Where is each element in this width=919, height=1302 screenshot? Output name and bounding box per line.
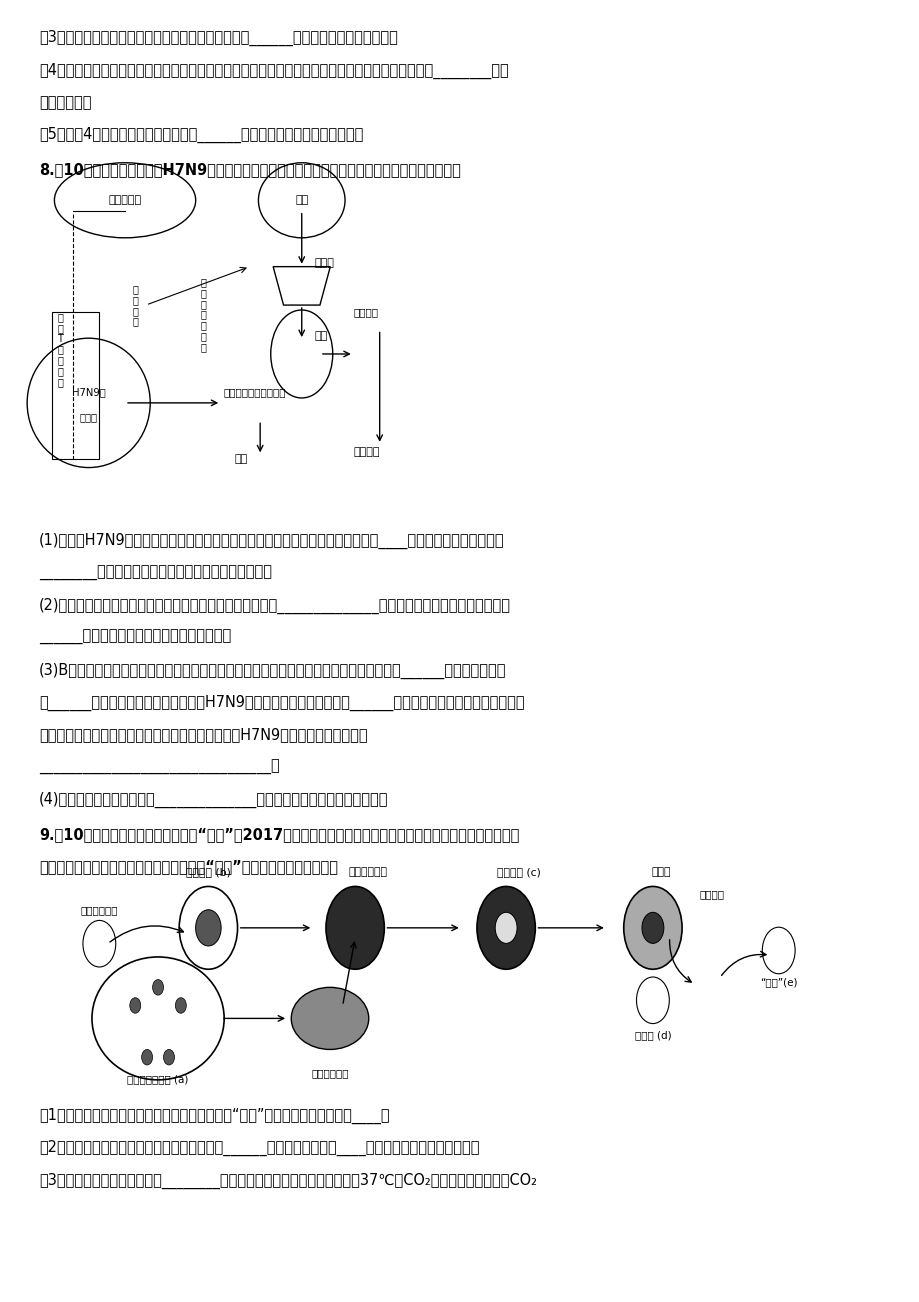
Text: 焦虑、紧张: 焦虑、紧张 <box>108 195 142 206</box>
Text: 感病毒: 感病毒 <box>80 411 97 422</box>
Circle shape <box>142 1049 153 1065</box>
Text: (3)B细胞受到抗原刺激后，在淡巴因子的作用下，开始一系列的增殖、分化，大部分分化为______细胞，小部分形: (3)B细胞受到抗原刺激后，在淡巴因子的作用下，开始一系列的增殖、分化，大部分分… <box>39 663 505 678</box>
Text: 病的动物模型。下图为科研人员培育克隆猴“中中”的流程图，请据图回答：: 病的动物模型。下图为科研人员培育克隆猴“中中”的流程图，请据图回答： <box>39 859 337 874</box>
Circle shape <box>153 979 164 995</box>
Text: “中中”(e): “中中”(e) <box>759 978 797 988</box>
Text: 成______细胞。消灭侵入宿主细胞中的H7N9病毒，要依赖免疫系统产生______细胞与宿主细胞密切接触使宿主细: 成______细胞。消灭侵入宿主细胞中的H7N9病毒，要依赖免疫系统产生____… <box>39 695 524 711</box>
Text: 核激活: 核激活 <box>651 867 670 876</box>
Text: 代孕猴 (d): 代孕猴 (d) <box>634 1030 671 1040</box>
Text: （2）为了获得较多的卵母细胞需要对供体注射______，收集并选取处在____时期的卵母细胞用于核移植。: （2）为了获得较多的卵母细胞需要对供体注射______，收集并选取处在____时… <box>39 1141 479 1156</box>
Text: 8.（10分）如图是人体感染H7N9流感病毒后，机体通过调节清除体内病毒的过程。据图分析回答：: 8.（10分）如图是人体感染H7N9流感病毒后，机体通过调节清除体内病毒的过程。… <box>39 161 460 177</box>
Circle shape <box>130 997 141 1013</box>
Circle shape <box>476 887 535 969</box>
Text: 胚胎转移: 胚胎转移 <box>698 889 723 898</box>
Text: （4）图甲所示的细胞质壁分离复原后，若在离体条件下脱分化后，增殖过程中会周期性消失的结构有________（写: （4）图甲所示的细胞质壁分离复原后，若在离体条件下脱分化后，增殖过程中会周期性消… <box>39 62 508 78</box>
Circle shape <box>179 887 237 969</box>
Text: H7N9流: H7N9流 <box>72 388 106 397</box>
Text: ________________________________。: ________________________________。 <box>39 759 279 775</box>
Text: （3）若用纤维素酶处理甲、乙、丙三种细胞，则图中______细胞外层会发生明显变化。: （3）若用纤维素酶处理甲、乙、丙三种细胞，则图中______细胞外层会发生明显变… <box>39 30 397 47</box>
Circle shape <box>641 913 664 944</box>
Text: 胞裂解死亡。当人出现焦虑、紧张情绪时，更易感染H7N9病毒而患病，其原因是: 胞裂解死亡。当人出现焦虑、紧张情绪时，更易感染H7N9病毒而患病，其原因是 <box>39 728 367 742</box>
Circle shape <box>325 887 384 969</box>
Text: (1)人感染H7N9病毒后经常出现发热症状，原因之一是淡巴因子刺激了下丘脑中的____中枢，使有关腺体分泌的: (1)人感染H7N9病毒后经常出现发热症状，原因之一是淡巴因子刺激了下丘脑中的_… <box>39 534 504 549</box>
Text: 分
泌
激
素
间
接
调: 分 泌 激 素 间 接 调 <box>199 277 206 352</box>
Circle shape <box>494 913 516 944</box>
Circle shape <box>623 887 681 969</box>
Text: ________激素和肾上腺素的量增加，从而使产热增加。: ________激素和肾上腺素的量增加，从而使产热增加。 <box>39 565 271 581</box>
Text: 结构名称）。: 结构名称）。 <box>39 95 91 109</box>
Text: 去核卵母细胞: 去核卵母细胞 <box>348 867 387 876</box>
Text: 抗体: 抗体 <box>234 454 247 464</box>
Text: (2)感冒发热饮水较多后，血浆渗透压降低会刺激下丘脑中的______________，进而使垂体释放抗利尿激素的量: (2)感冒发热饮水较多后，血浆渗透压降低会刺激下丘脑中的____________… <box>39 598 510 615</box>
Circle shape <box>176 997 187 1013</box>
Circle shape <box>196 910 221 947</box>
Text: ______，导致尿量增加，利于毒素排出体外。: ______，导致尿量增加，利于毒素排出体外。 <box>39 630 231 646</box>
Text: 体温上升: 体温上升 <box>353 447 380 457</box>
Text: 卵母细胞供体: 卵母细胞供体 <box>81 905 118 915</box>
Text: （5）上述4个结构所代表的生物体中，______肯定不遵守孟德尔的遗传规律。: （5）上述4个结构所代表的生物体中，______肯定不遵守孟德尔的遗传规律。 <box>39 128 363 143</box>
Circle shape <box>164 1049 175 1065</box>
Text: 淋
巴
因
子: 淋 巴 因 子 <box>132 284 138 327</box>
Text: 垂体: 垂体 <box>314 332 327 341</box>
Ellipse shape <box>291 987 369 1049</box>
Text: 降
低
T
细
胞
活
性: 降 低 T 细 胞 活 性 <box>57 312 63 387</box>
Text: 免疫器官细胞及浆细胞: 免疫器官细胞及浆细胞 <box>223 388 286 397</box>
Text: （3）采集羕猴胚胎组织块，用________处理获得分散的成纤维细胞，放置于37℃的CO₂培养笱中培养，其中CO₂: （3）采集羕猴胚胎组织块，用________处理获得分散的成纤维细胞，放置于37… <box>39 1172 536 1189</box>
Text: (4)综合以上信息可以看出，______________是机体维持稳态的主要调节机制。: (4)综合以上信息可以看出，______________是机体维持稳态的主要调节… <box>39 792 388 809</box>
Text: 卵母细胞 (b): 卵母细胞 (b) <box>186 867 231 876</box>
Text: 大脑: 大脑 <box>295 195 308 206</box>
Bar <box>52 312 99 458</box>
Text: 胎儿成纤维细胞 (a): 胎儿成纤维细胞 (a) <box>127 1074 188 1085</box>
Text: 成纤维细胞核: 成纤维细胞核 <box>311 1068 348 1078</box>
Text: （1）研究人员利用体细胞核移植技术成功克隆了“中中”，该过程体现的原理是____。: （1）研究人员利用体细胞核移植技术成功克隆了“中中”，该过程体现的原理是____… <box>39 1108 389 1124</box>
Text: 下丘脑: 下丘脑 <box>314 258 335 268</box>
Text: 重组细胞 (c): 重组细胞 (c) <box>496 867 540 876</box>
Text: 9.（10分）世界上首只体细胞克隆猴“中中”于2017年底在中国诞生，意味着中国将率先建立起可有效模拟人类疾: 9.（10分）世界上首只体细胞克隆猴“中中”于2017年底在中国诞生，意味着中国… <box>39 827 518 842</box>
Text: 内分泌腺: 内分泌腺 <box>353 307 379 318</box>
